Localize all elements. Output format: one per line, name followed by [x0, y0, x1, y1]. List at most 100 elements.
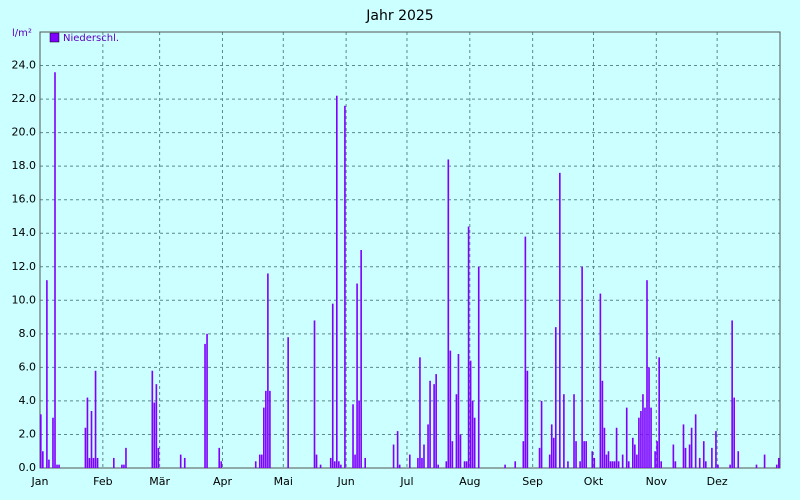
- bar: [704, 461, 707, 468]
- bar: [593, 457, 596, 468]
- bar: [179, 454, 182, 468]
- x-tick-label: Jun: [337, 475, 355, 488]
- y-tick-label: 0.0: [19, 461, 37, 474]
- bar: [417, 457, 419, 468]
- bar: [688, 444, 691, 468]
- y-tick-label: 20.0: [12, 126, 37, 139]
- x-tick-label: Feb: [93, 475, 112, 488]
- bar: [340, 464, 342, 468]
- bar: [575, 441, 577, 468]
- bar: [333, 461, 336, 468]
- bar: [423, 444, 425, 468]
- bar: [455, 394, 458, 468]
- bar: [364, 457, 367, 468]
- bar: [84, 427, 87, 468]
- x-tick-label: Sep: [522, 475, 543, 488]
- bar: [54, 72, 56, 468]
- x-tick-label: Jul: [399, 475, 413, 488]
- y-tick-label: 14.0: [12, 226, 37, 239]
- bar: [477, 266, 480, 468]
- bar: [540, 400, 543, 468]
- bar: [471, 400, 474, 468]
- bar: [90, 410, 93, 468]
- bar: [644, 407, 646, 468]
- bar: [682, 424, 685, 468]
- bar: [465, 461, 468, 468]
- bar: [258, 454, 261, 468]
- x-tick-label: Jan: [31, 475, 49, 488]
- bar: [609, 461, 612, 468]
- bar: [605, 454, 608, 468]
- bar: [319, 464, 322, 468]
- bar: [627, 461, 630, 468]
- bar: [260, 454, 263, 468]
- bar: [204, 343, 206, 468]
- bar: [469, 360, 472, 468]
- y-tick-label: 18.0: [12, 159, 37, 172]
- bar: [674, 461, 677, 468]
- bar: [56, 464, 58, 468]
- bar: [615, 427, 618, 468]
- bar: [421, 457, 423, 468]
- bar: [660, 461, 663, 468]
- bar: [151, 370, 154, 468]
- bar: [585, 441, 587, 468]
- x-tick-label: Aug: [459, 475, 480, 488]
- bar: [733, 397, 735, 468]
- bar: [526, 370, 529, 468]
- bar: [550, 424, 553, 468]
- bar: [206, 333, 208, 468]
- bar: [58, 464, 60, 468]
- bar: [352, 404, 354, 468]
- bar: [611, 461, 614, 468]
- bar: [358, 400, 360, 468]
- bar: [607, 451, 610, 468]
- bar: [717, 464, 719, 468]
- bar: [554, 327, 557, 468]
- y-tick-label: 24.0: [12, 59, 37, 72]
- bar: [354, 454, 356, 468]
- bar: [684, 447, 687, 468]
- bar: [254, 461, 257, 468]
- bar: [636, 454, 638, 468]
- bar: [603, 427, 606, 468]
- bar: [427, 424, 429, 468]
- y-tick-label: 8.0: [19, 327, 37, 340]
- y-tick-label: 22.0: [12, 92, 37, 105]
- bar: [451, 441, 454, 468]
- bar: [48, 459, 50, 468]
- bar: [459, 434, 462, 468]
- bar: [153, 402, 156, 468]
- bar: [356, 283, 358, 468]
- bar: [429, 380, 431, 468]
- bar: [737, 451, 740, 468]
- y-tick-label: 2.0: [19, 427, 37, 440]
- bar: [42, 451, 44, 468]
- bar: [711, 447, 713, 468]
- bar: [218, 447, 221, 468]
- bar: [457, 353, 460, 468]
- bar: [473, 417, 476, 468]
- bar: [613, 461, 616, 468]
- bar: [338, 461, 340, 468]
- bar: [220, 461, 223, 468]
- bar: [548, 454, 551, 468]
- x-tick-label: Dez: [707, 475, 728, 488]
- bar: [94, 370, 97, 468]
- bar: [642, 394, 644, 468]
- bar: [88, 457, 91, 468]
- bar: [92, 457, 95, 468]
- bar: [698, 457, 701, 468]
- bar: [392, 444, 395, 468]
- x-tick-label: Mai: [274, 475, 293, 488]
- bar: [360, 250, 362, 468]
- bar: [650, 407, 652, 468]
- bar: [522, 441, 525, 468]
- y-axis-label: l/m²: [12, 28, 32, 39]
- bar: [514, 461, 517, 468]
- bar: [315, 454, 318, 468]
- bar: [729, 464, 731, 468]
- bar: [559, 172, 561, 468]
